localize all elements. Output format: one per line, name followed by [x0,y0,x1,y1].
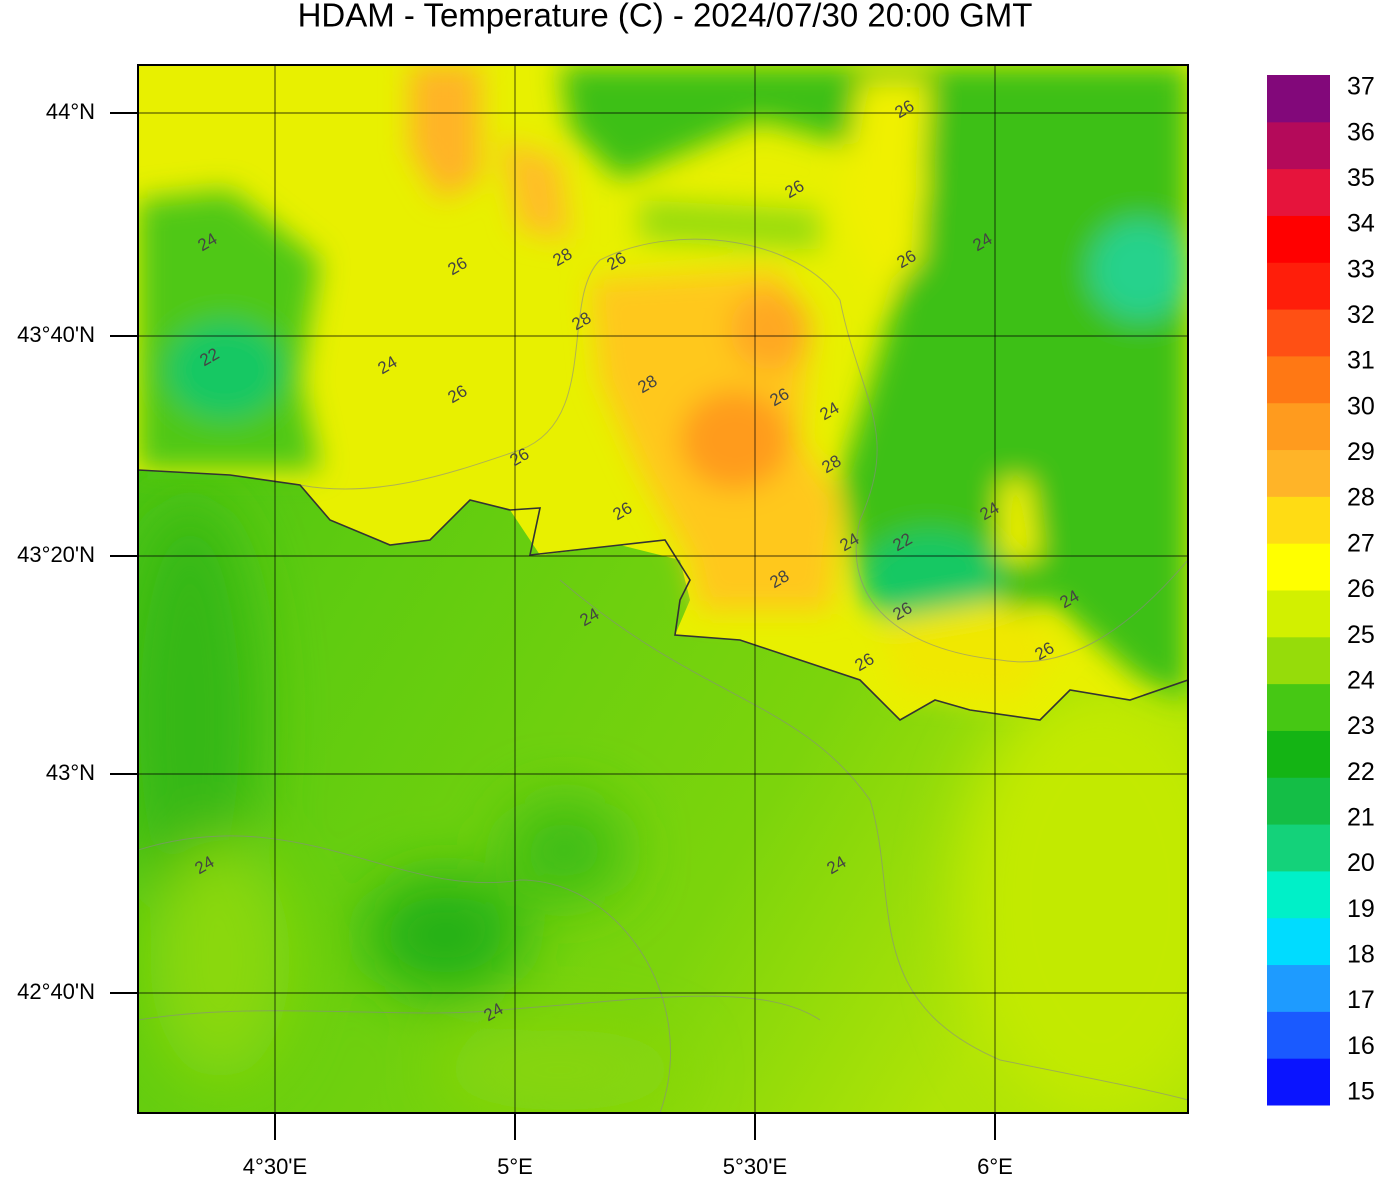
lat-label: 43°40'N [17,322,95,347]
colorbar-label: 33 [1347,255,1375,283]
colorbar-segment [1267,355,1330,404]
colorbar-segment [1267,870,1330,919]
colorbar-segment [1267,309,1330,357]
lon-label: 5°30'E [723,1154,787,1179]
lat-label: 43°20'N [17,542,95,567]
colorbar-label: 25 [1347,621,1375,649]
colorbar-segment [1267,917,1330,966]
colorbar-label: 37 [1347,73,1375,101]
colorbar-label: 15 [1347,1078,1375,1106]
colorbar-segment [1267,1058,1330,1106]
lat-label: 44°N [46,99,95,124]
colorbar-label: 27 [1347,529,1375,557]
colorbar-label: 19 [1347,895,1375,923]
colorbar-segment [1267,590,1330,638]
colorbar-segment [1267,777,1330,825]
colorbar-label: 34 [1347,210,1375,238]
colorbar-segment [1267,402,1330,451]
colorbar-label: 20 [1347,849,1375,877]
lon-label: 5°E [497,1154,533,1179]
colorbar-segment [1267,730,1330,778]
colorbar-label: 16 [1347,1032,1375,1060]
colorbar-label: 35 [1347,164,1375,192]
lon-label: 6°E [977,1154,1013,1179]
plot-frame [137,64,1189,1114]
colorbar-segment [1267,75,1330,123]
colorbar-segment [1267,496,1330,544]
colorbar-segment [1267,683,1330,731]
colorbar-segment [1267,964,1330,1012]
axis-ticks [110,112,996,1140]
colorbar-label: 24 [1347,666,1375,694]
lat-label: 42°40'N [17,979,95,1004]
colorbar-label: 29 [1347,438,1375,466]
colorbar-segment [1267,543,1330,591]
colorbar-label: 17 [1347,986,1375,1014]
colorbar-segment [1267,168,1330,216]
graticule [138,65,1188,1113]
colorbar-label: 31 [1347,347,1375,375]
colorbar-label: 21 [1347,804,1375,832]
colorbar-label: 28 [1347,484,1375,512]
colorbar-label: 22 [1347,758,1375,786]
colorbar-label: 32 [1347,301,1375,329]
contour-lines [138,238,1188,1113]
colorbar-segment [1267,121,1330,170]
colorbar-segment [1267,449,1330,497]
lat-label: 43°N [46,760,95,785]
lon-label: 4°30'E [243,1154,307,1179]
colorbar-label: 36 [1347,118,1375,146]
colorbar-label: 30 [1347,392,1375,420]
colorbar-label: 18 [1347,941,1375,969]
colorbar-segment [1267,1011,1330,1059]
colorbar-segment [1267,215,1330,263]
map-title: HDAM - Temperature (C) - 2024/07/30 20:0… [298,0,1033,34]
colorbar-segment [1267,262,1330,310]
colorbar-segment [1267,824,1330,872]
colorbar-label: 23 [1347,712,1375,740]
colorbar-segment [1267,636,1330,685]
colorbar-label: 26 [1347,575,1375,603]
